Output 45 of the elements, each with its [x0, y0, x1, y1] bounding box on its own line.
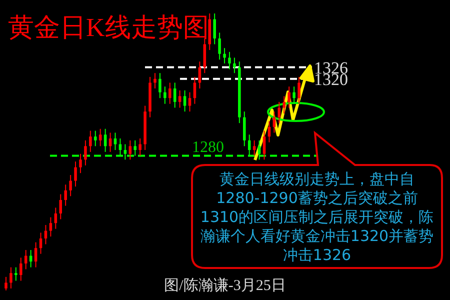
annotation: 图/陈瀚谦-3月25日 — [164, 277, 286, 294]
candlestick — [282, 96, 286, 114]
candlestick — [203, 38, 206, 74]
candlestick — [128, 140, 132, 160]
candlestick — [173, 82, 176, 108]
candlestick — [252, 140, 256, 156]
candlestick — [64, 184, 67, 206]
candlestick — [19, 257, 22, 282]
candlestick — [10, 266, 12, 289]
candlestick — [242, 111, 246, 147]
candlestick — [213, 12, 216, 45]
candlestick — [164, 86, 166, 104]
candlestick — [298, 76, 300, 104]
text: 黄金日K线走势图 — [8, 13, 209, 42]
candlestick — [138, 138, 142, 156]
candlestick — [14, 266, 18, 282]
candlestick — [262, 130, 266, 160]
candlestick — [183, 90, 186, 112]
candlestick — [79, 153, 82, 174]
ref-line-label: 1280 — [192, 138, 224, 156]
candlestick — [84, 140, 87, 166]
candlestick — [69, 174, 72, 197]
candlestick — [49, 216, 52, 238]
candlestick — [178, 90, 182, 108]
candlestick — [168, 82, 172, 104]
candlestick — [228, 51, 231, 70]
candlestick — [278, 101, 281, 124]
candlestick — [292, 86, 296, 104]
candlestick — [223, 48, 226, 64]
candlestick — [154, 72, 156, 89]
candlestick — [104, 128, 107, 152]
annotation: 黄金日线级别走势上，盘中自1280-1290蓄势之后突破之前1310的区间压制之后展开突破，陈瀚谦个人看好黄金冲击1320并蓄势冲击1326 — [200, 170, 434, 264]
candlestick — [74, 161, 77, 188]
candlestick — [193, 76, 196, 104]
candlestick — [218, 32, 221, 60]
candlestick — [34, 242, 38, 268]
candlestick — [233, 57, 236, 74]
candlestick — [288, 86, 290, 108]
candlestick — [188, 92, 192, 112]
candlestick — [98, 128, 102, 147]
candlestick — [158, 72, 162, 99]
candlestick — [89, 130, 92, 152]
candlestick — [4, 276, 8, 291]
candlestick — [59, 194, 62, 220]
candlestick — [94, 130, 97, 147]
